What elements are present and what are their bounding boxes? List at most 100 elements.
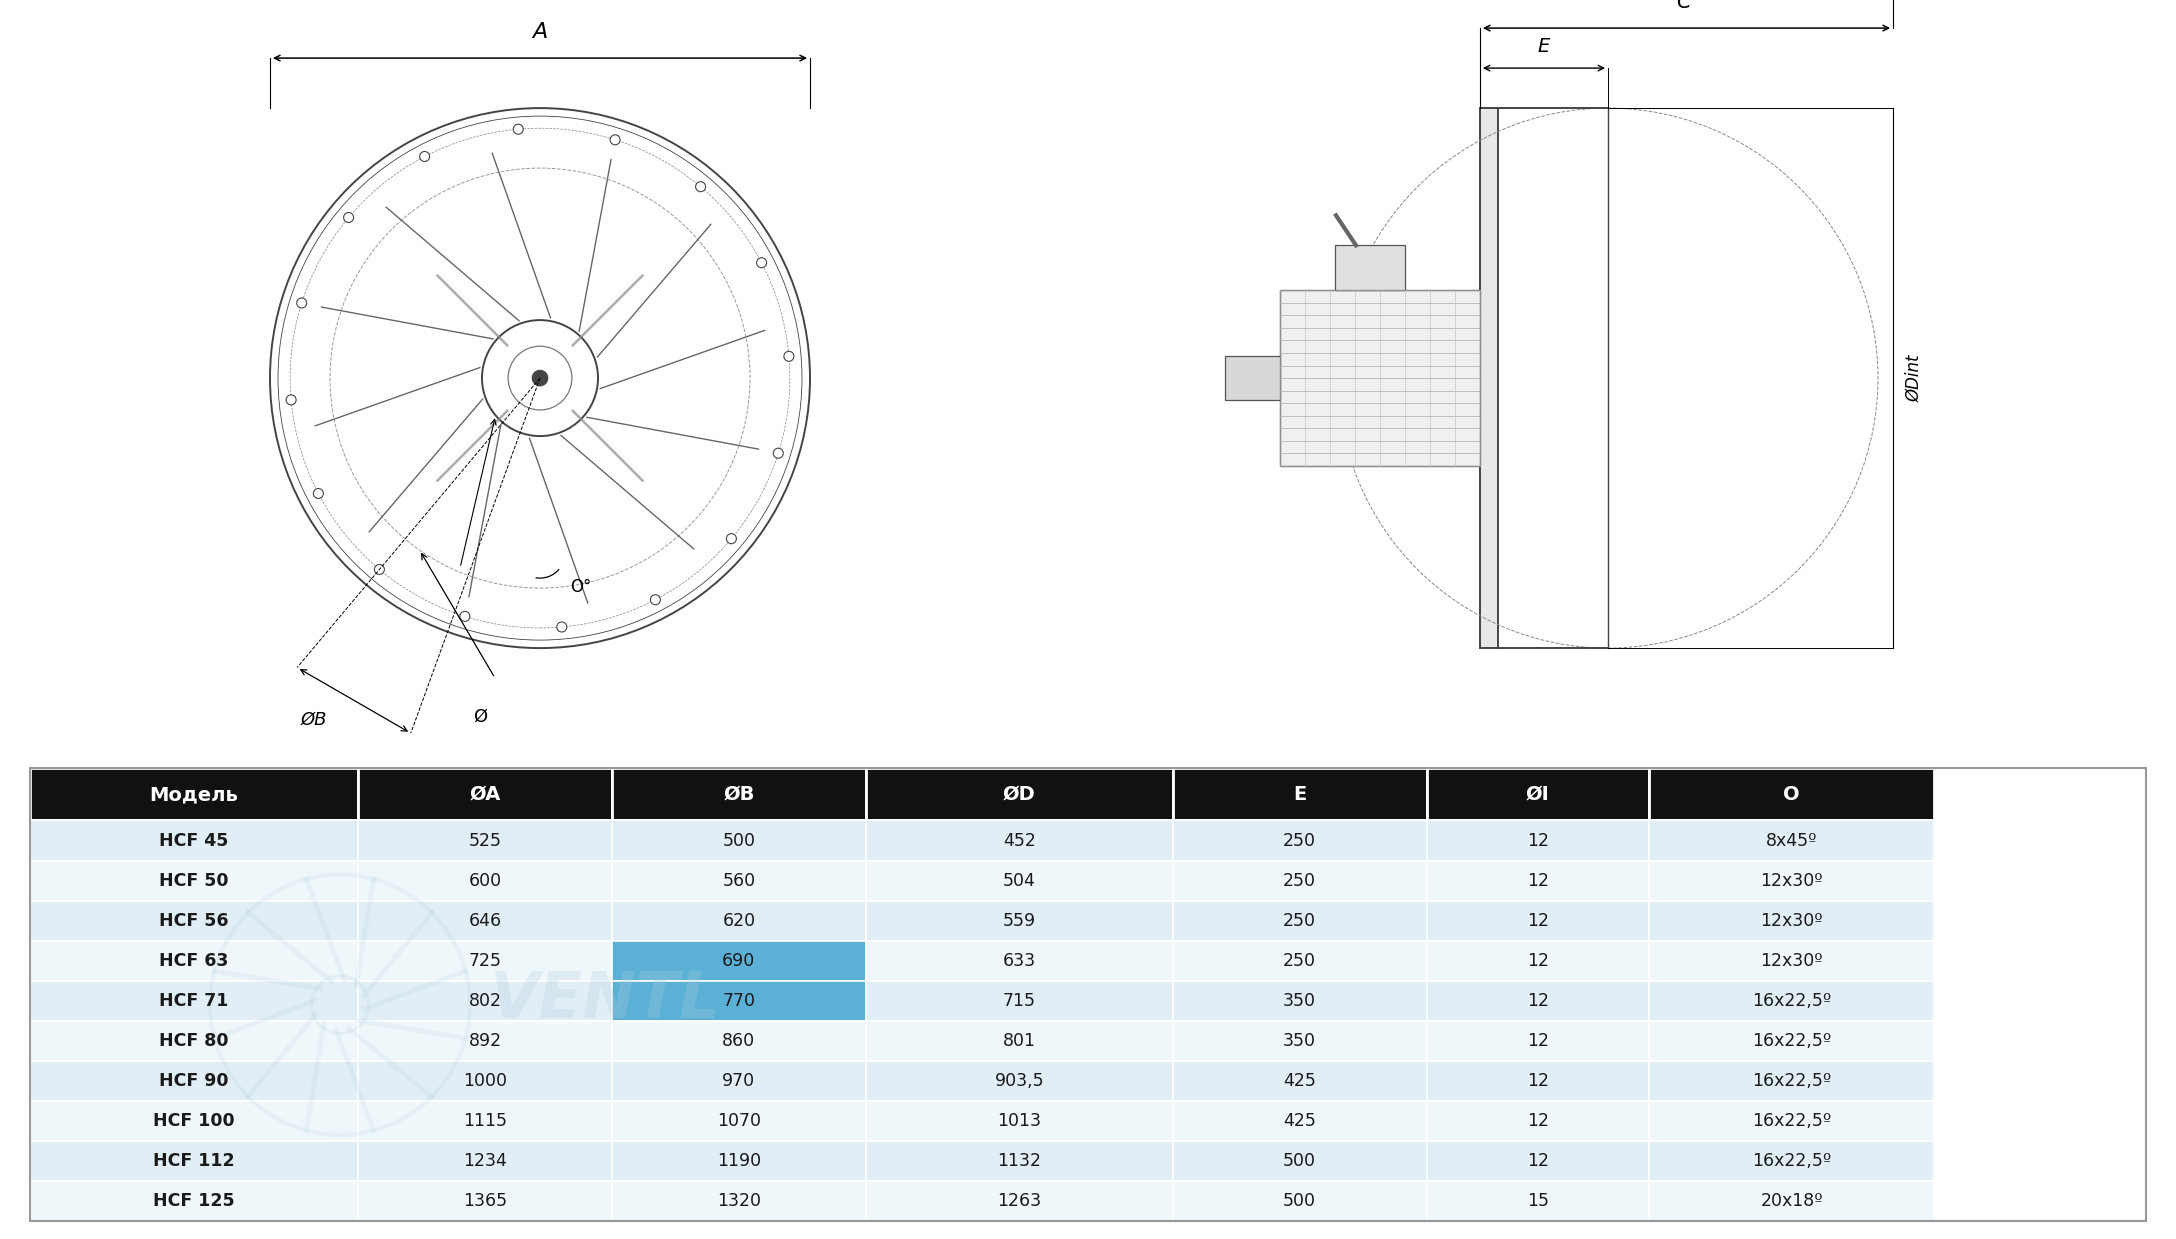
Text: 12: 12 [1528,912,1549,929]
Bar [30,1061,359,1100]
Bar [1173,1061,1427,1100]
Bar [1279,290,1480,466]
Bar [30,768,359,820]
Bar [1173,1100,1427,1141]
Bar [1173,1181,1427,1220]
Bar [30,820,359,861]
Bar [866,1061,1173,1100]
Text: 425: 425 [1284,1111,1316,1130]
Bar [1173,981,1427,1021]
Bar [359,768,611,820]
Bar [1427,1181,1649,1220]
Bar [359,1061,611,1100]
Bar [30,1141,359,1181]
Bar [1173,820,1427,861]
Bar [1427,1021,1649,1061]
Text: 860: 860 [722,1032,755,1049]
Text: ØD: ØD [1003,786,1036,804]
Bar [866,940,1173,981]
Bar [611,1100,866,1141]
Text: HCF 71: HCF 71 [159,991,228,1010]
Text: 8x45º: 8x45º [1765,831,1817,850]
Text: Модель: Модель [150,786,239,804]
Text: 559: 559 [1003,912,1036,929]
Text: 350: 350 [1284,1032,1316,1049]
Bar [1649,1141,1934,1181]
Circle shape [783,352,794,362]
Text: 1115: 1115 [463,1111,507,1130]
Bar [866,1021,1173,1061]
Text: 725: 725 [468,952,500,970]
Text: ØB: ØB [300,710,326,729]
Text: 16x22,5º: 16x22,5º [1752,1072,1832,1090]
Bar [866,820,1173,861]
Text: E: E [1538,37,1549,56]
Bar [30,901,359,940]
Text: 500: 500 [722,831,755,850]
Bar [1427,768,1649,820]
Circle shape [296,297,307,309]
Text: 500: 500 [1284,1152,1316,1170]
Bar [611,820,866,861]
Bar [611,768,866,820]
Text: 1190: 1190 [716,1152,762,1170]
Text: 715: 715 [1003,991,1036,1010]
Bar [359,901,611,940]
Text: 1070: 1070 [716,1111,762,1130]
Text: 525: 525 [468,831,500,850]
Text: HCF 100: HCF 100 [152,1111,235,1130]
Circle shape [557,622,566,632]
Text: 250: 250 [1284,831,1316,850]
Bar [359,1141,611,1181]
Circle shape [514,124,522,134]
Bar [1173,768,1427,820]
Text: 20x18º: 20x18º [1760,1192,1823,1211]
Text: 16x22,5º: 16x22,5º [1752,1152,1832,1170]
Text: 970: 970 [722,1072,755,1090]
Bar [1173,1021,1427,1061]
Circle shape [459,611,470,622]
Text: 12: 12 [1528,831,1549,850]
Text: 425: 425 [1284,1072,1316,1090]
Text: 1132: 1132 [997,1152,1042,1170]
Text: 801: 801 [1003,1032,1036,1049]
Bar [1649,768,1934,820]
Text: 1263: 1263 [997,1192,1042,1211]
Text: 504: 504 [1003,871,1036,890]
Bar [1649,940,1934,981]
Bar [611,901,866,940]
Bar [611,861,866,901]
Text: 452: 452 [1003,831,1036,850]
Text: 500: 500 [1284,1192,1316,1211]
Bar [359,1021,611,1061]
Bar [1336,245,1406,290]
Bar [1225,356,1279,400]
Bar [1649,1181,1934,1220]
Text: HCF 45: HCF 45 [159,831,228,850]
Bar [30,861,359,901]
Text: 250: 250 [1284,952,1316,970]
Bar [359,820,611,861]
Bar [1427,940,1649,981]
Text: 1365: 1365 [463,1192,507,1211]
Circle shape [420,151,429,161]
Text: 12: 12 [1528,1072,1549,1090]
Text: ØDint: ØDint [1904,354,1924,401]
Text: 16x22,5º: 16x22,5º [1752,1111,1832,1130]
Text: 1000: 1000 [463,1072,507,1090]
Bar [30,1181,359,1220]
Bar [1427,1061,1649,1100]
Bar [359,1100,611,1141]
Circle shape [651,595,659,605]
Bar [359,981,611,1021]
Bar [359,861,611,901]
Bar [1649,901,1934,940]
Text: 12: 12 [1528,871,1549,890]
Circle shape [696,182,705,192]
Text: HCF 112: HCF 112 [152,1152,235,1170]
Bar [866,1100,1173,1141]
Text: 1320: 1320 [716,1192,762,1211]
Text: 560: 560 [722,871,755,890]
Text: ØI: ØI [1525,786,1549,804]
Text: HCF 125: HCF 125 [152,1192,235,1211]
